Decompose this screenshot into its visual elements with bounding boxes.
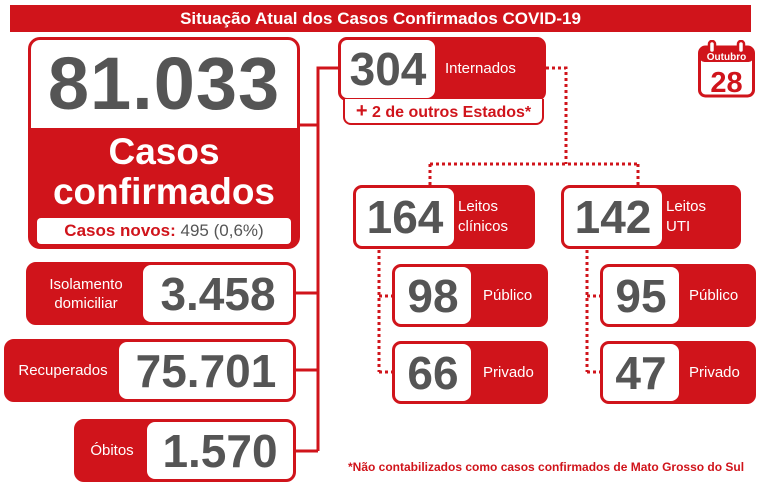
clinical-beds-label: Leitos clínicos [458,198,509,235]
confirmed-cases-card: 81.033 Casos confirmados Casos novos: 49… [28,37,300,249]
home-isolation-card: Isolamento domiciliar 3.458 [26,262,296,325]
deaths-label: Óbitos [90,442,134,459]
other-states-text: 2 de outros Estados* [367,104,532,121]
home-isolation-label: Isolamento domiciliar [49,275,123,312]
icu-beds-value: 142 [564,188,662,246]
icu-public-value: 95 [603,267,679,324]
new-cases-value: 495 (0,6%) [180,221,264,240]
new-cases: Casos novos: 495 (0,6%) [37,218,291,244]
confirmed-cases-label: Casos confirmados [31,132,297,212]
hospitalized-value: 304 [341,40,435,98]
confirmed-label-line1: Casos [108,131,220,172]
recovered-value: 75.701 [119,342,293,399]
clinical-private-value: 66 [395,344,471,401]
page-title: Situação Atual dos Casos Confirmados COV… [10,5,751,32]
calendar-icon: Outubro 28 [698,40,755,98]
clinical-beds-value: 164 [356,188,454,246]
footnote: *Não contabilizados como casos confirmad… [348,460,745,474]
icu-public-card: 95 Público [600,264,756,327]
icu-beds-card: 142 Leitos UTI [561,185,741,249]
confirmed-label-line2: confirmados [52,171,276,212]
clinical-public-value: 98 [395,267,471,324]
clinical-private-label: Privado [483,363,534,381]
clinical-public-card: 98 Público [392,264,548,327]
clinical-private-card: 66 Privado [392,341,548,404]
hospitalized-card: 304 Internados [338,37,546,101]
new-cases-label: Casos novos: [64,221,176,240]
icu-private-value: 47 [603,344,679,401]
calendar-day: 28 [710,67,742,98]
icu-beds-label: Leitos UTI [666,198,707,235]
icu-private-card: 47 Privado [600,341,756,404]
icu-public-label: Público [689,286,739,304]
deaths-card: Óbitos 1.570 [74,419,296,482]
recovered-card: Recuperados 75.701 [4,339,296,402]
other-states-note: + 2 de outros Estados* [343,99,544,125]
home-isolation-value: 3.458 [143,265,293,322]
calendar-month: Outubro [707,52,746,63]
confirmed-cases-total: 81.033 [31,40,297,128]
plus-icon: + [355,100,368,122]
icu-private-label: Privado [689,363,740,381]
clinical-beds-card: 164 Leitos clínicos [353,185,535,249]
hospitalized-label: Internados [445,60,516,77]
deaths-value: 1.570 [147,422,293,479]
clinical-public-label: Público [483,286,533,304]
recovered-label: Recuperados [18,362,108,379]
